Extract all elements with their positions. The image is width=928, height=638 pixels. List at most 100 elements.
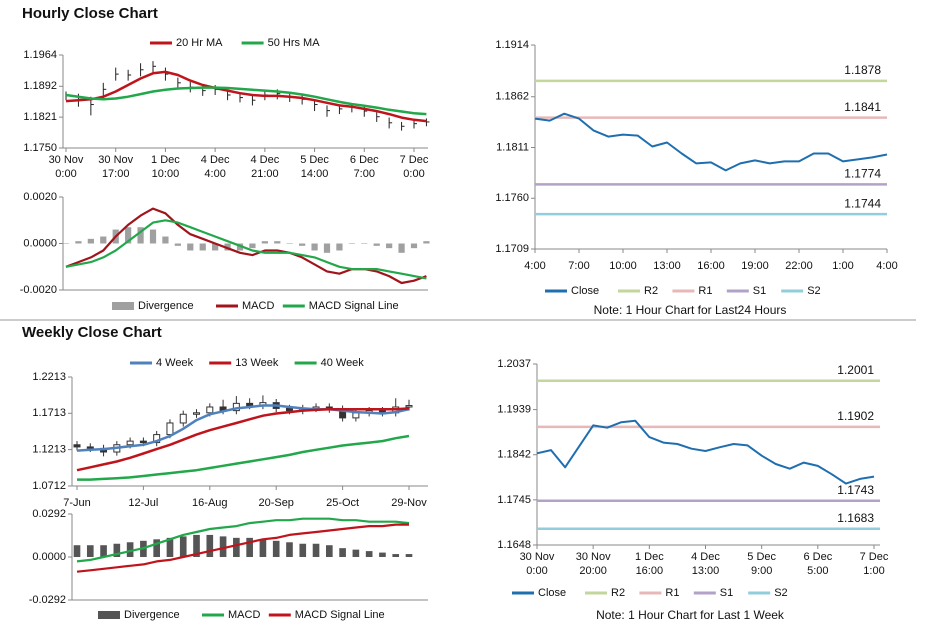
x-tick-label: 22:00 (785, 260, 813, 272)
x-tick-label: 20:00 (579, 565, 607, 577)
x-tick-label: 4 Dec (201, 154, 230, 166)
level-label: 1.1902 (837, 409, 874, 423)
x-tick-label: 16:00 (697, 260, 725, 272)
divergence-bar (336, 243, 343, 251)
divergence-bar (193, 534, 200, 557)
series-line (65, 86, 427, 116)
x-tick-label: 10:00 (609, 260, 637, 272)
x-tick-label: 5 Dec (747, 551, 776, 563)
divergence-bar (386, 243, 393, 249)
y-tick-label: 1.1964 (23, 49, 57, 61)
x-tick-label: 30 Nov (520, 551, 555, 563)
x-tick-label: 1:00 (863, 565, 884, 577)
x-tick-label: 10:00 (152, 168, 180, 180)
x-tick-label: 7 Dec (860, 551, 889, 563)
level-label: 1.1774 (844, 166, 881, 180)
legend-label: S2 (807, 285, 820, 297)
divergence-bar (274, 241, 281, 244)
section-title: Weekly Close Chart (22, 324, 162, 341)
x-tick-label: 16:00 (636, 565, 664, 577)
x-tick-label: 13:00 (653, 260, 681, 272)
divergence-bar (311, 243, 318, 251)
level-label: 1.2001 (837, 363, 874, 377)
divergence-bar (259, 539, 267, 557)
x-tick-label: 1 Dec (151, 154, 180, 166)
divergence-bar (75, 241, 82, 244)
candle-body (126, 440, 134, 446)
y-tick-label: 0.0000 (32, 551, 66, 563)
divergence-bar (299, 543, 307, 557)
divergence-bar (299, 243, 306, 246)
candle-body (153, 434, 161, 444)
x-tick-label: 9:00 (751, 565, 772, 577)
legend-label: Divergence (138, 300, 194, 312)
legend-label: 13 Week (235, 357, 279, 369)
y-tick-label: 1.1862 (495, 91, 529, 103)
candle-body (246, 402, 254, 407)
y-tick-label: 1.1709 (495, 243, 529, 255)
divergence-bar (212, 243, 219, 251)
x-tick-label: 1 Dec (635, 551, 664, 563)
candle-body (405, 405, 413, 408)
series-line (76, 517, 410, 563)
divergence-bar (398, 243, 405, 253)
level-label: 1.1683 (837, 511, 874, 525)
y-tick-label: 1.2037 (497, 358, 531, 370)
divergence-bar (236, 243, 244, 251)
candle-body (285, 407, 293, 412)
x-tick-label: 21:00 (251, 168, 279, 180)
divergence-bar (86, 545, 94, 557)
divergence-bar (365, 551, 373, 557)
series-line (65, 70, 427, 123)
chart-note: Note: 1 Hour Chart for Last24 Hours (594, 303, 787, 317)
x-tick-label: 0:00 (55, 168, 76, 180)
x-tick-label: 7 Dec (400, 154, 429, 166)
divergence-bar (100, 545, 107, 557)
y-tick-label: 1.1892 (23, 80, 57, 92)
series-line (77, 434, 410, 481)
legend-label: 40 Week (321, 357, 365, 369)
divergence-bar (410, 243, 418, 249)
candle-body (86, 446, 94, 449)
divergence-bar (149, 229, 157, 244)
divergence-bar (100, 236, 107, 244)
legend-label: Close (571, 285, 599, 297)
x-tick-label: 20-Sep (258, 497, 293, 509)
y-tick-label: 0.0020 (23, 191, 57, 203)
y-tick-label: 1.1939 (497, 404, 531, 416)
divergence-bar (137, 227, 144, 244)
x-tick-label: 12-Jul (128, 497, 158, 509)
legend-label: R1 (698, 285, 712, 297)
divergence-bar (392, 554, 400, 557)
divergence-bar (166, 537, 174, 557)
divergence-bar (206, 534, 214, 557)
divergence-bar (352, 549, 360, 557)
divergence-bar (126, 542, 134, 557)
x-tick-label: 30 Nov (98, 154, 133, 166)
divergence-bar (199, 243, 206, 251)
series-line (76, 407, 410, 472)
x-tick-label: 7-Jun (63, 497, 91, 509)
y-tick-label: 1.1811 (496, 141, 529, 153)
divergence-bar (73, 545, 81, 557)
divergence-bar (219, 536, 227, 557)
x-tick-label: 19:00 (741, 260, 769, 272)
divergence-bar (249, 243, 256, 249)
legend-label: Close (538, 587, 566, 599)
level-label: 1.1878 (844, 63, 881, 77)
candle-body (179, 413, 187, 424)
divergence-bar (261, 241, 268, 244)
divergence-bar (87, 238, 94, 244)
legend-label: MACD Signal Line (309, 300, 399, 312)
level-label: 1.1744 (844, 196, 881, 210)
x-tick-label: 0:00 (403, 168, 424, 180)
y-tick-label: 0.0000 (23, 237, 57, 249)
divergence-bar (312, 543, 320, 557)
y-tick-label: 1.0712 (32, 480, 66, 492)
candle-body (166, 422, 174, 436)
divergence-bar (246, 537, 253, 557)
legend-label: S2 (774, 587, 787, 599)
divergence-bar (272, 540, 280, 557)
legend-label: 4 Week (156, 357, 194, 369)
divergence-bar (373, 243, 380, 246)
